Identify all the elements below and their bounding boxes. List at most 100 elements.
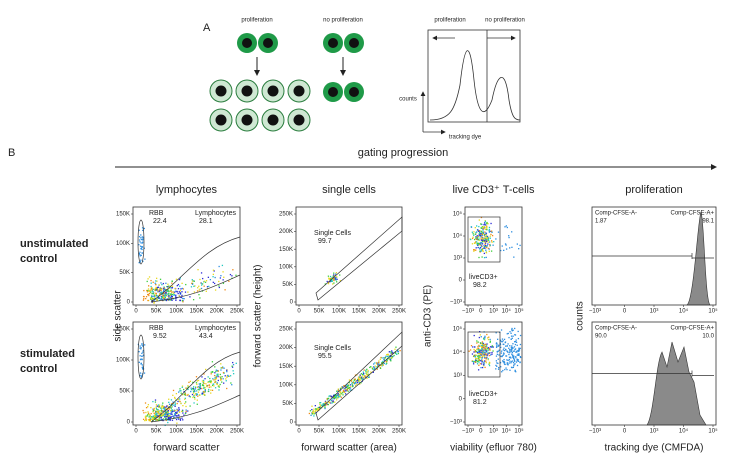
event [500,346,502,348]
event [335,272,338,274]
event [147,411,149,413]
event [517,353,519,355]
event [224,375,226,377]
event [195,382,198,384]
event [501,245,503,247]
event [206,385,208,388]
event [196,393,198,396]
event [511,353,513,355]
event [165,417,168,419]
event [151,418,153,421]
x-tick-label: 10⁵ [514,308,524,315]
event [480,227,482,229]
event [487,237,490,239]
event [346,384,348,386]
event [372,371,374,373]
event [201,376,203,378]
event [141,375,143,377]
event [332,397,335,399]
event [488,354,490,357]
event [156,295,158,297]
event [204,386,206,389]
event [314,405,317,407]
event [167,421,169,424]
event [497,368,500,370]
event [160,419,162,421]
event [487,243,489,245]
event [163,294,166,296]
y-tick-label: 200K [279,229,293,235]
event [495,332,497,334]
event [154,401,157,403]
event [474,242,476,244]
event [138,351,140,353]
event [509,247,511,249]
event [199,394,201,396]
event [160,287,162,289]
event [481,343,483,345]
event [322,404,324,406]
event [330,280,332,282]
x-tick-label: 200K [372,309,386,315]
event [138,236,141,238]
x-tick-label: −10³ [462,309,474,315]
event [158,284,160,286]
event [505,355,507,357]
event [167,288,169,291]
event [179,285,181,287]
event [381,363,384,365]
event [171,295,173,298]
event [142,239,144,241]
event [171,280,173,283]
event [510,332,512,334]
event [311,408,313,411]
event [391,353,393,355]
y-tick-label: 10⁵ [453,211,463,218]
event [181,409,184,411]
event [151,290,154,292]
event [481,241,483,244]
event [190,286,193,288]
event [385,355,387,357]
event [166,290,168,293]
event [216,382,219,384]
event [485,234,487,236]
event [205,368,207,371]
event [505,244,507,246]
event [173,416,175,419]
plot-frame [295,206,403,306]
event [372,363,375,365]
event [160,411,162,413]
event [512,356,514,358]
event [147,293,149,296]
event [337,388,340,390]
event [168,292,170,295]
event [499,339,502,341]
event [169,293,172,295]
event [199,387,202,390]
event [166,405,169,407]
event [366,377,368,379]
event [332,401,334,403]
event [478,345,481,347]
y-tick-label: 250K [279,327,293,333]
event [142,345,144,347]
event [489,340,492,342]
event [496,362,498,364]
event [495,368,497,370]
event [472,363,475,365]
x-tick-label: 50K [151,309,162,315]
event [334,397,336,399]
event [512,329,514,331]
x-tick-label: 0 [479,429,483,435]
event [174,287,176,290]
event [329,281,331,283]
event [139,347,141,349]
event [364,376,366,378]
event [476,225,478,227]
x-tick-label: 250K [230,429,244,435]
event [198,294,200,296]
event [152,299,155,301]
event [185,401,187,403]
y-tick-label: 10³ [453,373,462,379]
